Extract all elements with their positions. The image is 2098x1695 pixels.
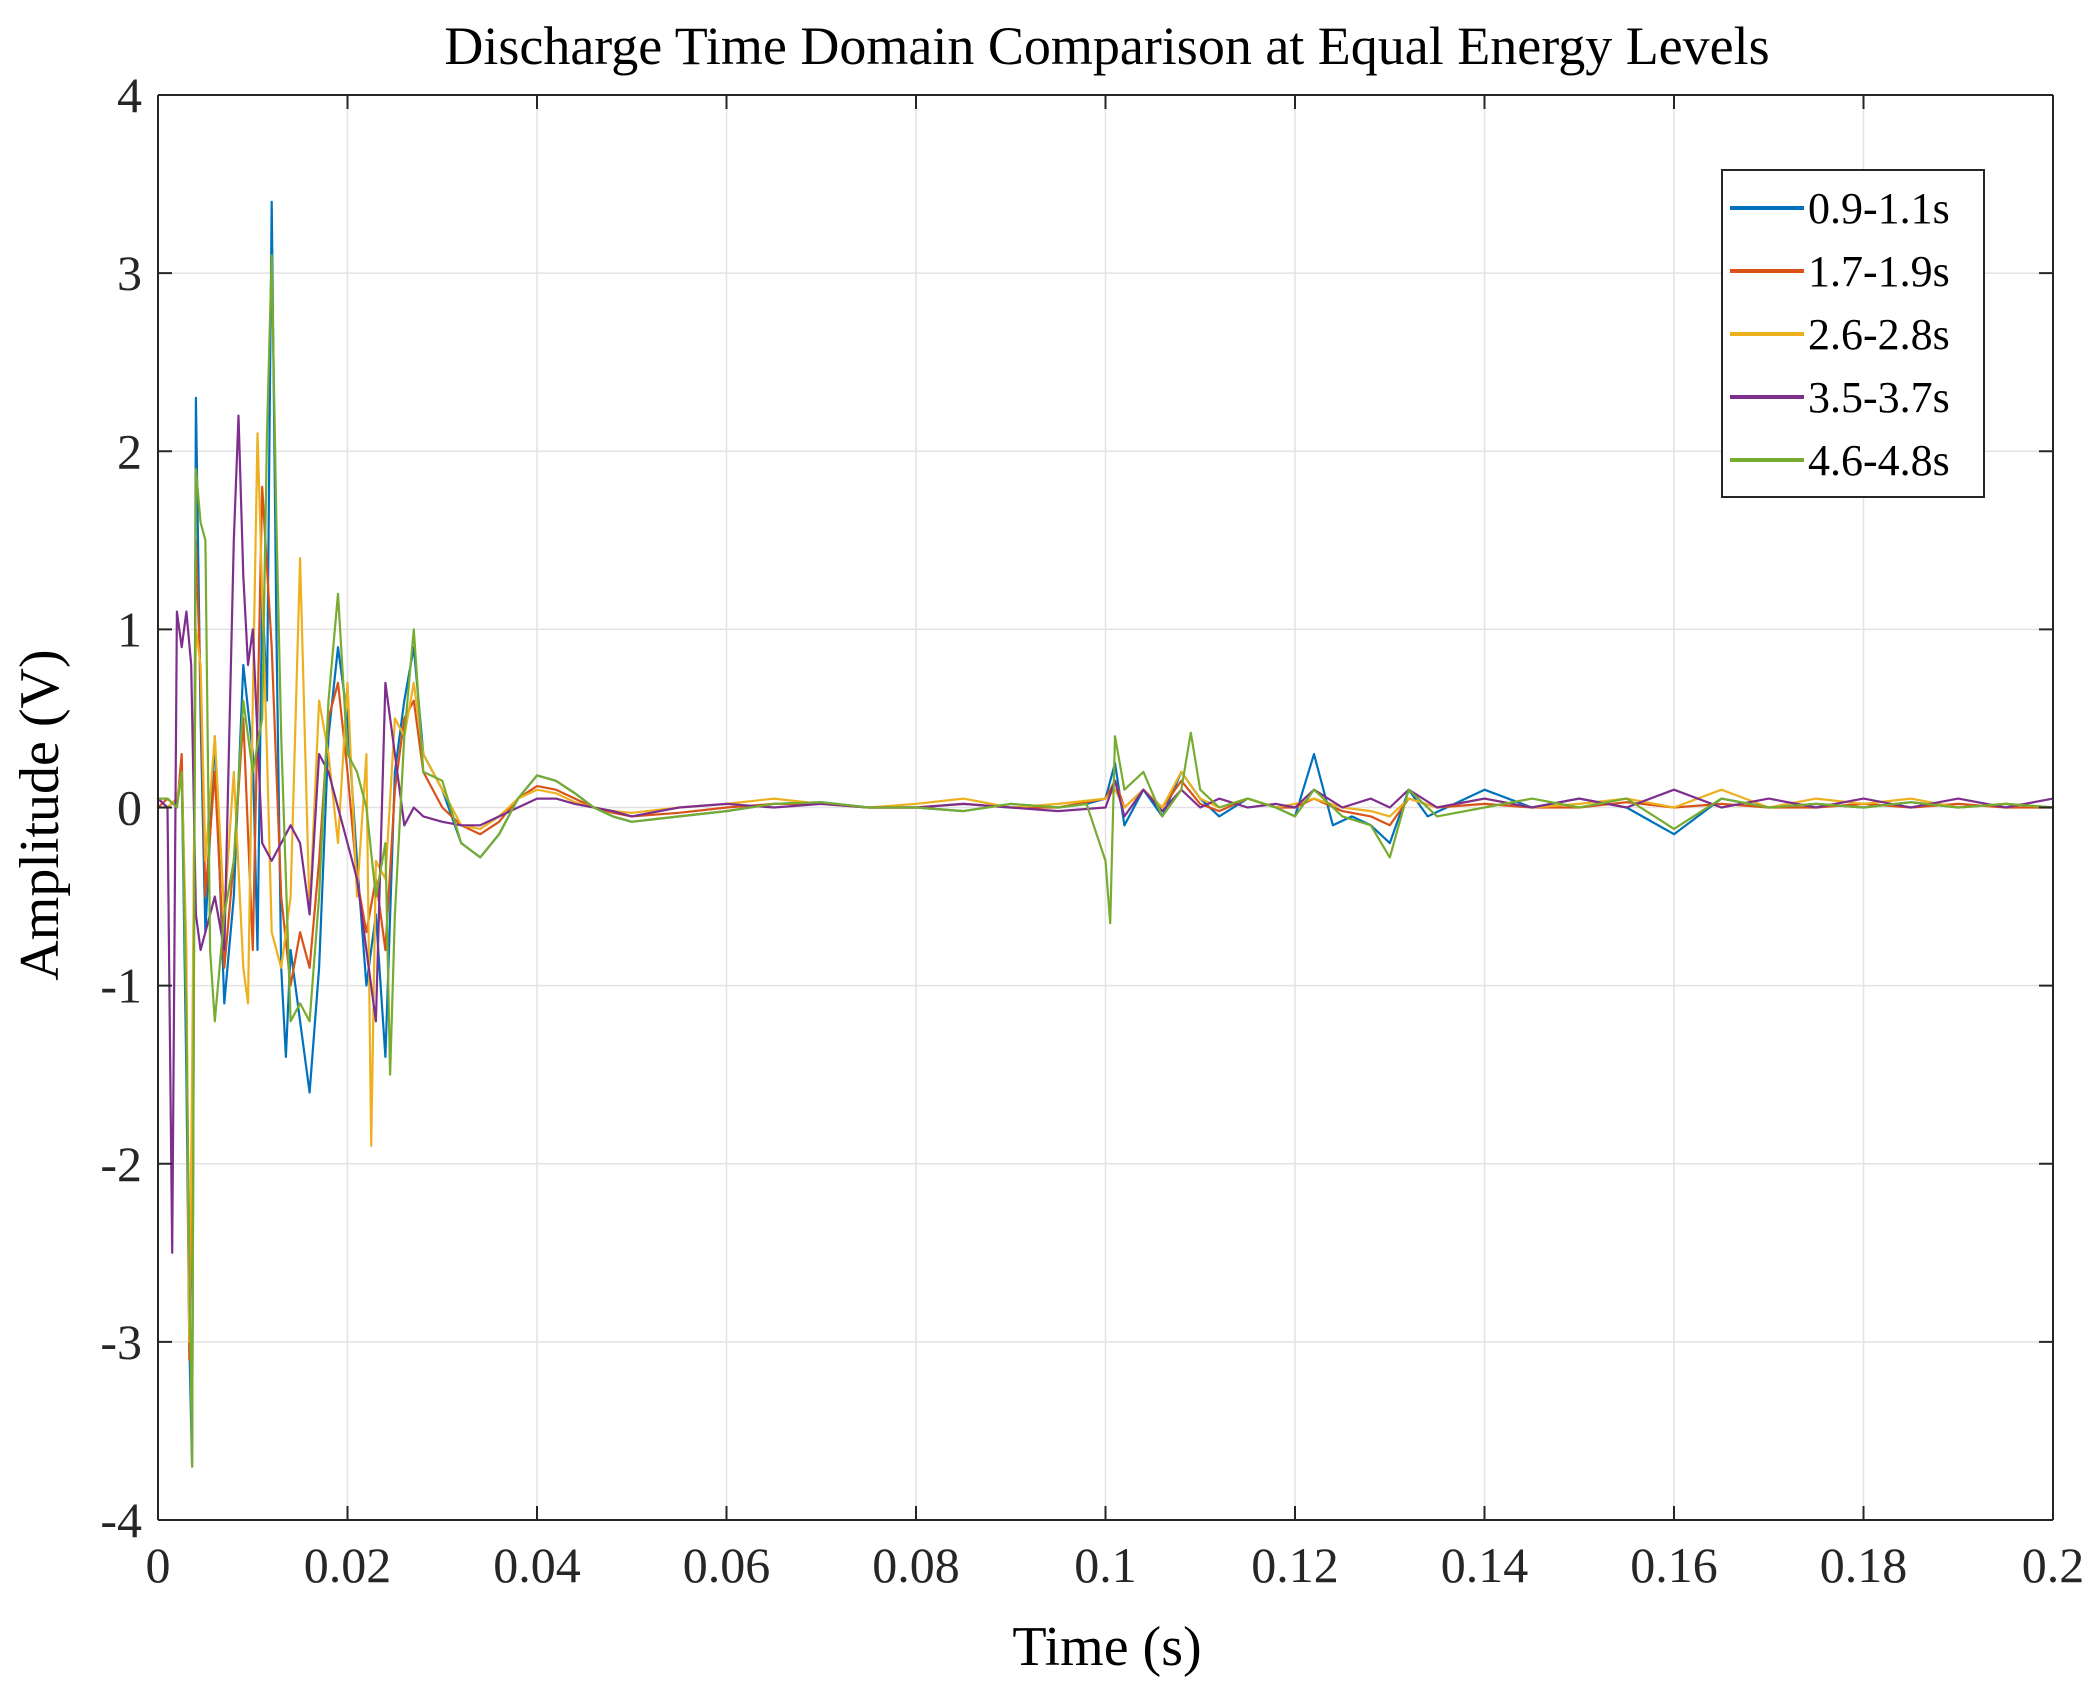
legend-label-2: 2.6-2.8s (1808, 310, 1950, 359)
y-tick-label-4: 0 (117, 780, 142, 836)
y-tick-label-3: -1 (100, 958, 142, 1014)
x-axis-title: Time (s) (1012, 1616, 1201, 1678)
series-line-2 (156, 432, 2055, 1343)
x-tick-label-10: 0.2 (2022, 1537, 2085, 1593)
axes: 0 0.02 0.04 0.06 0.08 0.1 0.12 0.14 0.16 0.18 0.2 -… (100, 67, 2084, 1593)
x-tick-label-1: 0.02 (304, 1537, 392, 1593)
y-tick-label-7: 3 (117, 245, 142, 301)
y-tick-label-5: 1 (117, 601, 142, 657)
y-axis-title: Amplitude (V) (9, 649, 71, 980)
x-tick-label-8: 0.16 (1630, 1537, 1718, 1593)
legend-label-0: 0.9-1.1s (1808, 184, 1950, 233)
x-tick-label-0: 0 (146, 1537, 171, 1593)
x-tick-label-5: 0.1 (1074, 1537, 1137, 1593)
x-tick-label-6: 0.12 (1251, 1537, 1339, 1593)
y-tick-label-1: -3 (100, 1314, 142, 1370)
legend: 0.9-1.1s 1.7-1.9s 2.6-2.8s 3.5-3.7s 4.6-4.8s (1721, 169, 1985, 498)
x-tick-label-3: 0.06 (683, 1537, 771, 1593)
y-tick-label-6: 2 (117, 423, 142, 479)
y-tick-label-0: -4 (100, 1492, 142, 1548)
y-tick-label-8: 4 (117, 67, 142, 123)
x-tick-label-2: 0.04 (493, 1537, 581, 1593)
x-tick-label-4: 0.08 (872, 1537, 960, 1593)
legend-label-1: 1.7-1.9s (1808, 247, 1950, 296)
series-line-4 (156, 254, 2055, 1468)
x-tick-label-7: 0.14 (1441, 1537, 1529, 1593)
legend-label-4: 4.6-4.8s (1808, 436, 1950, 485)
y-tick-label-2: -2 (100, 1136, 142, 1192)
x-tick-label-9: 0.18 (1820, 1537, 1908, 1593)
series-layer (156, 200, 2055, 1468)
chart-title: Discharge Time Domain Comparison at Equa… (444, 16, 1769, 76)
legend-label-3: 3.5-3.7s (1808, 373, 1950, 422)
